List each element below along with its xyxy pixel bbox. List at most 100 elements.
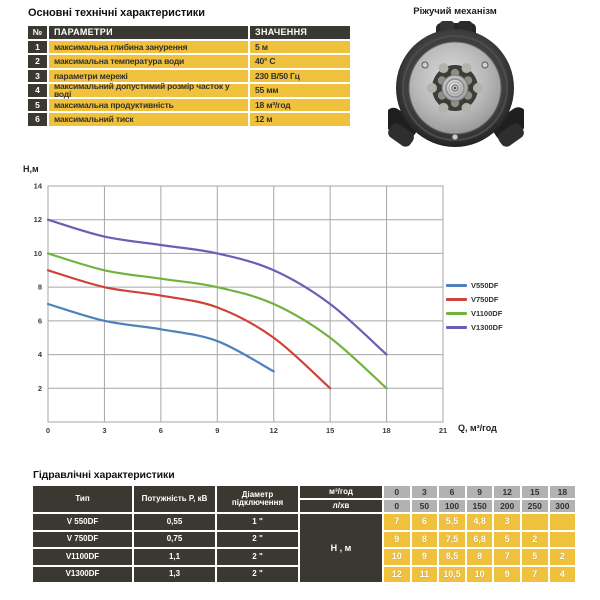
curve-V550DF [46, 302, 275, 373]
hydro-row-head-value: 2 [549, 549, 576, 565]
hydro-row-diameter: 2 " [217, 549, 298, 565]
y-tick-label: 4 [38, 350, 43, 359]
hydro-row-type: V1300DF [33, 566, 132, 582]
hydro-row-head-value: 10 [466, 566, 493, 582]
hydro-row-head-value: 7,5 [439, 531, 465, 547]
spec-row-value: 12 м [250, 113, 350, 126]
hydro-lmin-value: 250 [521, 500, 548, 512]
y-tick-label: 12 [34, 215, 42, 224]
hydro-row-diameter: 1 " [217, 514, 298, 530]
spec-row-value: 5 м [250, 40, 350, 53]
hydro-row-diameter: 2 " [217, 566, 298, 582]
hydro-row-head-value: 4 [549, 566, 576, 582]
hydro-row-head-value: 11 [411, 566, 438, 582]
legend-item: V750DF [446, 295, 503, 304]
hydro-row-power: 1,3 [134, 566, 215, 582]
hydro-row-head-value: 4,8 [466, 514, 493, 530]
spec-row-value: 55 мм [250, 84, 350, 97]
legend-item: V1100DF [446, 309, 503, 318]
x-tick-label: 15 [326, 426, 334, 435]
spec-header-num: № [28, 26, 47, 39]
hydro-header-diameter: Діаметр підключення [217, 486, 298, 512]
bearing-hub [441, 74, 469, 102]
hydro-row-head-value [549, 514, 576, 530]
hydro-row-head-value: 5 [521, 549, 548, 565]
mechanism-caption: Ріжучий механізм [413, 6, 497, 17]
legend-label: V1300DF [471, 323, 503, 332]
hydro-row-diameter: 2 " [217, 531, 298, 547]
hydro-row-head-value: 5 [494, 531, 520, 547]
curve-V1300DF [46, 218, 388, 356]
y-tick-label: 8 [38, 283, 42, 292]
y-tick-label: 2 [38, 384, 42, 393]
x-tick-label: 12 [270, 426, 278, 435]
hydro-row-head-value: 7 [384, 514, 410, 530]
hydro-flow-value: 3 [411, 486, 438, 498]
spec-row-parameter: максимальний тиск [49, 113, 248, 126]
hydro-row-head-value: 7 [521, 566, 548, 582]
spec-row-number: 5 [28, 98, 47, 111]
spec-row-parameter: параметри мережі [49, 69, 248, 82]
spec-row-parameter: максимальний допустимий розмір часток у … [49, 82, 248, 98]
hydro-row-type: V1100DF [33, 549, 132, 565]
curve-V1100DF [46, 252, 388, 390]
x-tick-label: 0 [46, 426, 50, 435]
hydro-flow-value: 0 [384, 486, 410, 498]
hydro-lmin-value: 200 [494, 500, 520, 512]
legend-label: V1100DF [471, 309, 503, 318]
spec-header-param: ПАРАМЕТРИ [49, 26, 248, 39]
hydro-row-head-value: 5,5 [439, 514, 465, 530]
top-section-title: Основні технічні характеристики [28, 7, 205, 19]
hydro-row-head-value [549, 531, 576, 547]
legend-swatch [446, 326, 467, 329]
y-tick-label: 6 [38, 316, 42, 325]
spec-table: № ПАРАМЕТРИ ЗНАЧЕННЯ 1 максимальна глибин… [28, 26, 350, 126]
x-tick-label: 3 [102, 426, 106, 435]
hydro-row-head-value: 3 [494, 514, 520, 530]
hydro-flow-value: 12 [494, 486, 520, 498]
hydro-header-flow: м³/год [300, 486, 382, 498]
hydro-row-power: 0,55 [134, 514, 215, 530]
legend-swatch [446, 284, 467, 287]
legend-item: V1300DF [446, 323, 503, 332]
spec-row-value: 18 м³/год [250, 98, 350, 111]
hydro-row-head-value: 8,5 [439, 549, 465, 565]
hydro-table: Тип Потужність Р, кВ Діаметр підключення… [33, 486, 576, 582]
hydro-flow-value: 9 [466, 486, 493, 498]
hydro-row-head-value [521, 514, 548, 530]
spec-row-number: 1 [28, 40, 47, 53]
hydro-header-type: Тип [33, 486, 132, 512]
legend-label: V550DF [471, 281, 499, 290]
hydro-row-head-value: 8 [466, 549, 493, 565]
y-tick-label: 14 [34, 182, 43, 191]
spec-row-number: 2 [28, 55, 47, 68]
bottom-section-title: Гідравлічні характеристики [33, 469, 175, 481]
hydro-flow-value: 18 [549, 486, 576, 498]
hydro-head-label: Н , м [300, 514, 382, 582]
hydro-row-power: 1,1 [134, 549, 215, 565]
pump-curves-chart: 2 4 6 8 10 12 14 0 3 6 9 12 15 18 21 [34, 182, 448, 436]
legend-swatch [446, 312, 467, 315]
hydro-row-head-value: 12 [384, 566, 410, 582]
hydro-lmin-value: 50 [411, 500, 438, 512]
chart-y-axis-label: Н,м [23, 164, 39, 174]
spec-header-value: ЗНАЧЕННЯ [250, 26, 350, 39]
hydro-row-head-value: 10,5 [439, 566, 465, 582]
hydro-row-head-value: 10 [384, 549, 410, 565]
legend-swatch [446, 298, 467, 301]
y-tick-label: 10 [34, 249, 42, 258]
hydro-row-head-value: 8 [411, 531, 438, 547]
hydro-row-head-value: 2 [521, 531, 548, 547]
chart-legend: V550DF V750DF V1100DF V1300DF [446, 281, 503, 332]
hydro-row-head-value: 9 [411, 549, 438, 565]
spec-row-parameter: максимальна продуктивність [49, 98, 248, 111]
hydro-row-type: V 550DF [33, 514, 132, 530]
x-tick-label: 21 [439, 426, 447, 435]
hydro-header-lmin: л/хв [300, 500, 382, 512]
spec-row-number: 3 [28, 69, 47, 82]
hydro-row-head-value: 9 [494, 566, 520, 582]
hydro-flow-value: 6 [439, 486, 465, 498]
hydro-header-power: Потужність Р, кВ [134, 486, 215, 512]
legend-label: V750DF [471, 295, 499, 304]
